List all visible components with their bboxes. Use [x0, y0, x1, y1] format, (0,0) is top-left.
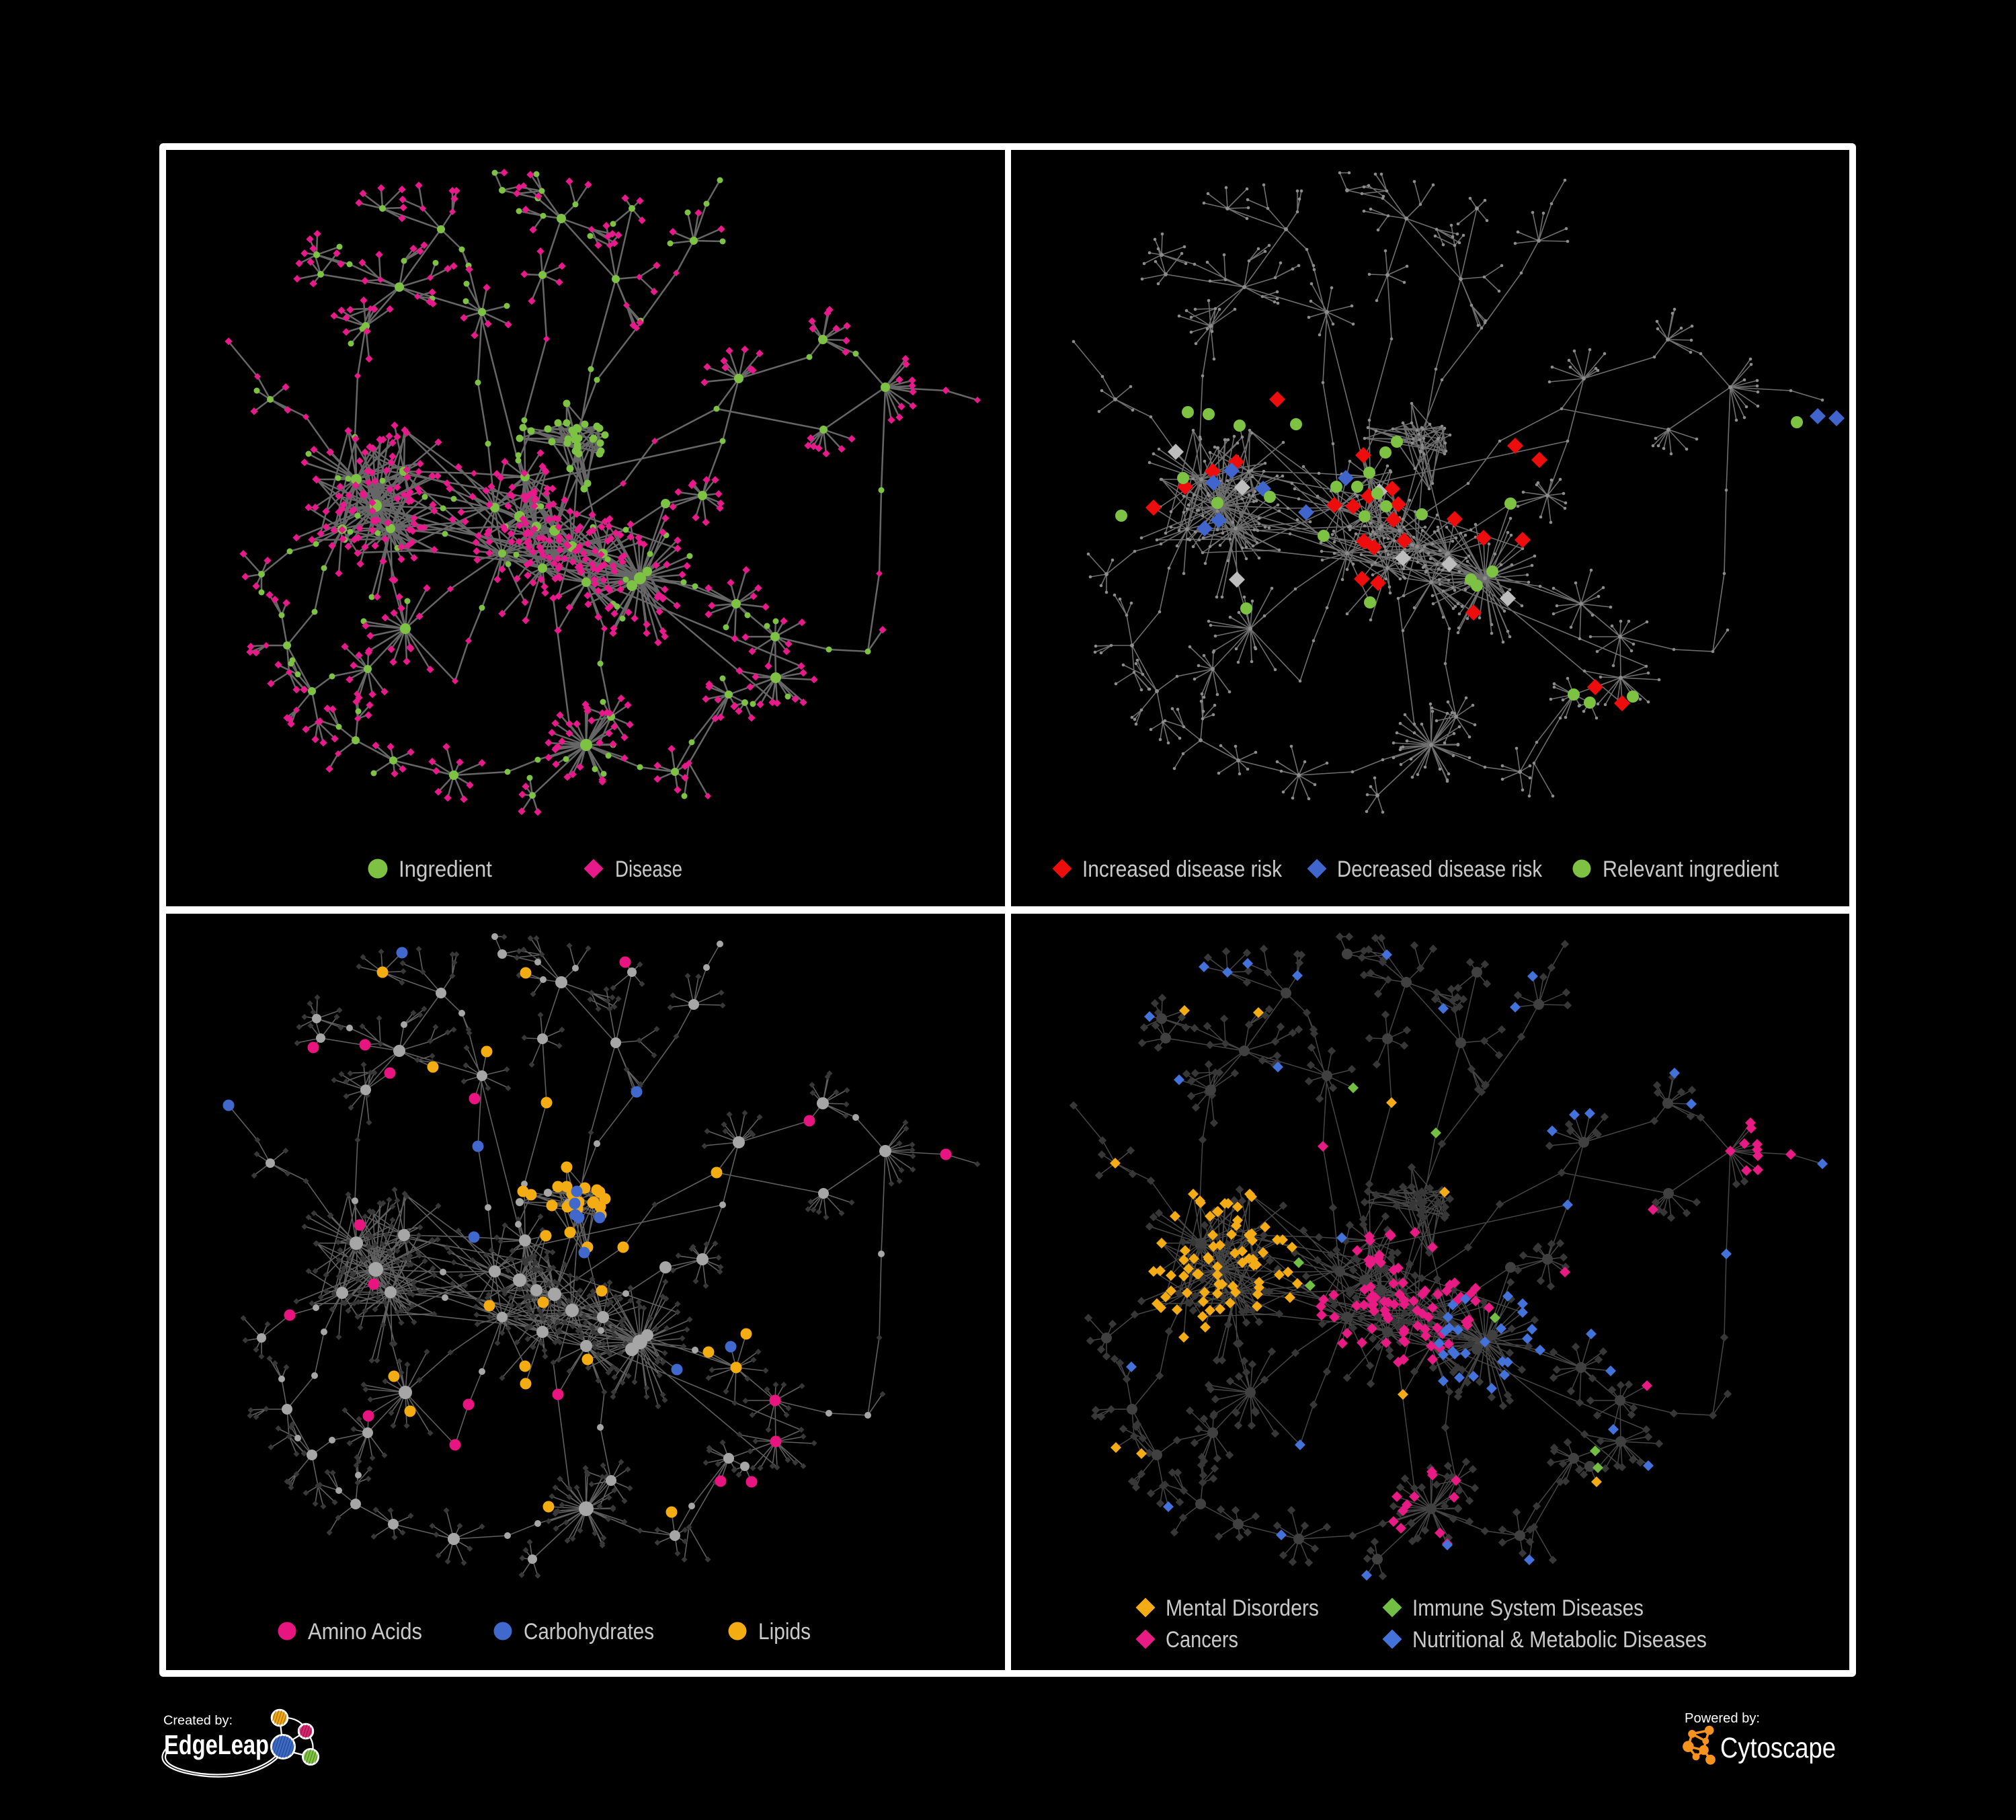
svg-text:Ingredient: Ingredient [399, 857, 492, 882]
svg-text:Decreased disease risk: Decreased disease risk [1337, 857, 1543, 882]
svg-text:EdgeLeap: EdgeLeap [164, 1729, 269, 1760]
svg-text:Increased disease risk: Increased disease risk [1082, 857, 1283, 882]
svg-text:Created by:: Created by: [163, 1713, 233, 1728]
svg-text:Cytoscape: Cytoscape [1720, 1732, 1836, 1764]
svg-text:Disease: Disease [615, 857, 682, 882]
svg-text:Powered by:: Powered by: [1685, 1711, 1760, 1726]
svg-text:Nutritional & Metabolic Diseas: Nutritional & Metabolic Diseases [1412, 1627, 1707, 1653]
svg-text:Lipids: Lipids [758, 1619, 811, 1645]
svg-text:Amino Acids: Amino Acids [308, 1619, 422, 1645]
svg-text:Cancers: Cancers [1166, 1627, 1238, 1653]
svg-text:Mental Disorders: Mental Disorders [1166, 1595, 1319, 1621]
svg-text:Immune System Diseases: Immune System Diseases [1412, 1595, 1644, 1621]
svg-text:Carbohydrates: Carbohydrates [524, 1619, 654, 1645]
svg-text:Relevant ingredient: Relevant ingredient [1603, 857, 1779, 882]
